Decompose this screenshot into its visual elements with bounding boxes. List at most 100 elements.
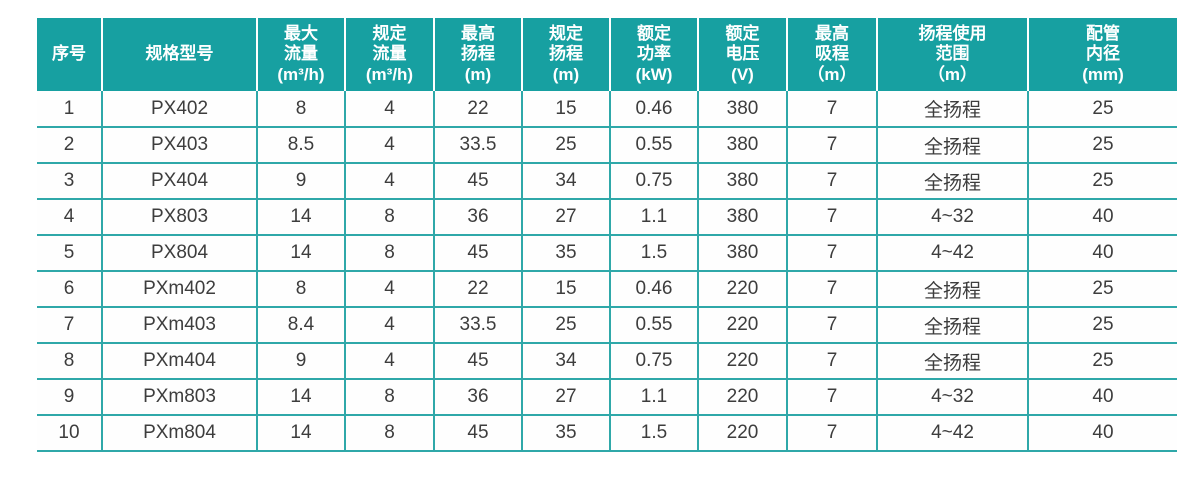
cell-index: 8 xyxy=(37,343,103,380)
cell-model: PXm403 xyxy=(102,307,258,344)
cell-pipe-bore: 25 xyxy=(1028,271,1177,308)
cell-rated-power: 1.5 xyxy=(610,235,699,272)
table-row: 4 PX803 14 8 36 27 1.1 380 7 4~32 40 xyxy=(37,199,1177,236)
column-header-max-head: 最高 扬程 (m) xyxy=(434,18,523,91)
cell-head-range: 4~42 xyxy=(877,235,1029,272)
cell-model: PX804 xyxy=(102,235,258,272)
cell-rated-volt: 220 xyxy=(698,415,788,452)
header-row: 序号 规格型号 最大 流量 (m³/h) 规定 流量 (m³/h) 最高 扬程 (m) 规… xyxy=(37,18,1177,91)
pump-spec-table: 序号 规格型号 最大 流量 (m³/h) 规定 流量 (m³/h) 最高 扬程 (m) 规… xyxy=(37,18,1177,452)
table-row: 1 PX402 8 4 22 15 0.46 380 7 全扬程 25 xyxy=(37,91,1177,128)
cell-rated-power: 1.5 xyxy=(610,415,699,452)
cell-pipe-bore: 25 xyxy=(1028,127,1177,164)
cell-rated-volt: 220 xyxy=(698,343,788,380)
cell-rated-flow: 4 xyxy=(345,163,435,200)
cell-rated-volt: 220 xyxy=(698,379,788,416)
cell-rated-flow: 8 xyxy=(345,199,435,236)
cell-max-flow: 8.4 xyxy=(257,307,346,344)
table-row: 3 PX404 9 4 45 34 0.75 380 7 全扬程 25 xyxy=(37,163,1177,200)
cell-max-flow: 8 xyxy=(257,91,346,128)
cell-rated-flow: 4 xyxy=(345,91,435,128)
cell-max-flow: 9 xyxy=(257,343,346,380)
cell-max-head: 22 xyxy=(434,271,523,308)
cell-rated-head: 34 xyxy=(522,163,611,200)
cell-rated-power: 0.46 xyxy=(610,271,699,308)
column-header-rated-head: 规定 扬程 (m) xyxy=(522,18,611,91)
cell-model: PX404 xyxy=(102,163,258,200)
cell-index: 1 xyxy=(37,91,103,128)
cell-index: 5 xyxy=(37,235,103,272)
cell-model: PXm404 xyxy=(102,343,258,380)
table-row: 8 PXm404 9 4 45 34 0.75 220 7 全扬程 25 xyxy=(37,343,1177,380)
table-row: 5 PX804 14 8 45 35 1.5 380 7 4~42 40 xyxy=(37,235,1177,272)
cell-pipe-bore: 25 xyxy=(1028,163,1177,200)
cell-max-suction: 7 xyxy=(787,343,878,380)
column-header-rated-flow: 规定 流量 (m³/h) xyxy=(345,18,435,91)
cell-max-head: 45 xyxy=(434,415,523,452)
cell-head-range: 全扬程 xyxy=(877,127,1029,164)
column-header-rated-volt: 额定 电压 (V) xyxy=(698,18,788,91)
column-header-head-range: 扬程使用 范围 （m） xyxy=(877,18,1029,91)
cell-rated-volt: 220 xyxy=(698,307,788,344)
cell-rated-volt: 380 xyxy=(698,199,788,236)
cell-head-range: 4~42 xyxy=(877,415,1029,452)
cell-rated-volt: 380 xyxy=(698,127,788,164)
column-header-pipe-bore: 配管 内径 (mm) xyxy=(1028,18,1177,91)
table-row: 9 PXm803 14 8 36 27 1.1 220 7 4~32 40 xyxy=(37,379,1177,416)
cell-max-head: 33.5 xyxy=(434,127,523,164)
cell-max-suction: 7 xyxy=(787,199,878,236)
cell-head-range: 4~32 xyxy=(877,379,1029,416)
cell-max-suction: 7 xyxy=(787,163,878,200)
cell-max-head: 45 xyxy=(434,343,523,380)
cell-max-head: 45 xyxy=(434,163,523,200)
cell-rated-head: 25 xyxy=(522,127,611,164)
cell-max-flow: 14 xyxy=(257,415,346,452)
table-row: 6 PXm402 8 4 22 15 0.46 220 7 全扬程 25 xyxy=(37,271,1177,308)
cell-model: PX803 xyxy=(102,199,258,236)
cell-model: PX402 xyxy=(102,91,258,128)
cell-max-head: 36 xyxy=(434,379,523,416)
cell-rated-power: 0.55 xyxy=(610,307,699,344)
cell-max-head: 36 xyxy=(434,199,523,236)
cell-max-flow: 8.5 xyxy=(257,127,346,164)
cell-head-range: 全扬程 xyxy=(877,343,1029,380)
cell-index: 4 xyxy=(37,199,103,236)
column-header-model: 规格型号 xyxy=(102,18,258,91)
cell-index: 7 xyxy=(37,307,103,344)
cell-rated-power: 0.75 xyxy=(610,163,699,200)
cell-max-suction: 7 xyxy=(787,307,878,344)
cell-rated-power: 1.1 xyxy=(610,199,699,236)
cell-max-suction: 7 xyxy=(787,91,878,128)
cell-pipe-bore: 25 xyxy=(1028,343,1177,380)
cell-head-range: 全扬程 xyxy=(877,91,1029,128)
cell-rated-flow: 8 xyxy=(345,415,435,452)
cell-rated-volt: 220 xyxy=(698,271,788,308)
cell-rated-power: 0.75 xyxy=(610,343,699,380)
cell-max-suction: 7 xyxy=(787,271,878,308)
cell-rated-head: 35 xyxy=(522,235,611,272)
cell-model: PXm804 xyxy=(102,415,258,452)
cell-rated-flow: 8 xyxy=(345,379,435,416)
cell-rated-flow: 4 xyxy=(345,271,435,308)
cell-index: 2 xyxy=(37,127,103,164)
cell-max-flow: 14 xyxy=(257,199,346,236)
cell-head-range: 全扬程 xyxy=(877,271,1029,308)
cell-rated-head: 34 xyxy=(522,343,611,380)
cell-head-range: 4~32 xyxy=(877,199,1029,236)
cell-rated-power: 0.46 xyxy=(610,91,699,128)
cell-max-head: 45 xyxy=(434,235,523,272)
cell-max-flow: 14 xyxy=(257,379,346,416)
cell-rated-volt: 380 xyxy=(698,163,788,200)
table-row: 7 PXm403 8.4 4 33.5 25 0.55 220 7 全扬程 25 xyxy=(37,307,1177,344)
cell-rated-volt: 380 xyxy=(698,235,788,272)
cell-max-suction: 7 xyxy=(787,415,878,452)
table-body: 1 PX402 8 4 22 15 0.46 380 7 全扬程 25 2 PX403 8.5 4 33.5 2… xyxy=(37,91,1177,452)
cell-max-flow: 8 xyxy=(257,271,346,308)
cell-rated-power: 1.1 xyxy=(610,379,699,416)
cell-rated-head: 15 xyxy=(522,91,611,128)
cell-index: 6 xyxy=(37,271,103,308)
table-head: 序号 规格型号 最大 流量 (m³/h) 规定 流量 (m³/h) 最高 扬程 (m) 规… xyxy=(37,18,1177,91)
cell-index: 3 xyxy=(37,163,103,200)
cell-head-range: 全扬程 xyxy=(877,307,1029,344)
